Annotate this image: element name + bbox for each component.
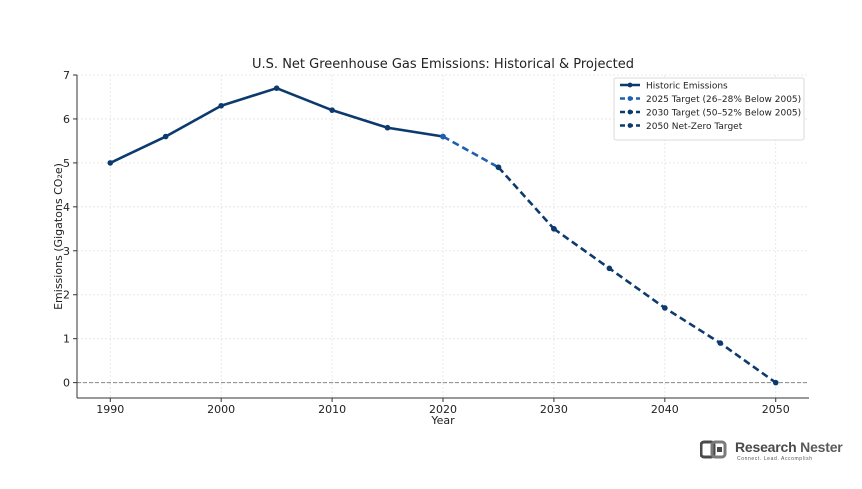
logo-mark-icon — [700, 440, 727, 459]
legend-marker — [627, 96, 633, 101]
data-point — [384, 124, 391, 131]
legend-marker — [627, 109, 633, 115]
legend-box — [613, 77, 805, 141]
x-tick-label: 2040 — [651, 403, 679, 416]
research-nester-logo: Research Nester Connect. Lead. Accomplis… — [700, 438, 843, 464]
data-point — [218, 102, 224, 109]
legend-label: 2030 Target (50–52% Below 2005) — [646, 109, 801, 119]
y-tick-label: 6 — [63, 113, 70, 126]
data-point — [162, 133, 169, 140]
x-tick-label: 2020 — [429, 403, 457, 416]
legend-marker — [627, 123, 633, 128]
y-tick-label: 7 — [63, 69, 70, 82]
data-point — [107, 160, 114, 166]
x-tick-label: 2010 — [318, 403, 346, 416]
x-tick-label: 2000 — [207, 403, 235, 416]
data-point — [551, 226, 557, 232]
data-point — [772, 379, 779, 386]
data-point — [606, 265, 613, 272]
y-tick-label: 5 — [63, 157, 70, 170]
chart-title: U.S. Net Greenhouse Gas Emissions: Histo… — [252, 57, 634, 72]
y-tick-label: 1 — [63, 333, 70, 346]
legend-label: 2025 Target (26–28% Below 2005) — [646, 95, 801, 105]
y-tick-label: 2 — [63, 289, 70, 302]
x-tick-label: 2050 — [762, 403, 790, 416]
logo-name-part2: Nester — [800, 439, 843, 455]
x-tick-label: 1990 — [96, 403, 124, 416]
x-tick-label: 2030 — [540, 403, 568, 416]
y-axis-label: Emissions (Gigatons CO₂e) — [52, 163, 65, 310]
data-point — [273, 85, 280, 91]
series-line — [497, 166, 555, 230]
legend-marker — [627, 82, 633, 88]
legend-label: Historic Emissions — [646, 82, 728, 92]
y-tick-label: 0 — [63, 377, 70, 390]
x-axis-label: Year — [430, 414, 455, 427]
data-point — [329, 107, 335, 113]
data-point — [717, 340, 724, 346]
logo-name: Research Nester — [735, 439, 843, 455]
y-tick-label: 3 — [63, 245, 70, 258]
data-point — [495, 164, 502, 171]
logo-name-part1: Research — [735, 439, 797, 455]
series-line — [109, 86, 444, 165]
data-point — [662, 305, 668, 311]
legend-label: 2050 Net-Zero Target — [646, 122, 743, 132]
y-tick-label: 4 — [63, 201, 70, 214]
data-point — [440, 133, 446, 140]
logo-tagline: Connect. Lead. Accomplish — [737, 456, 813, 462]
